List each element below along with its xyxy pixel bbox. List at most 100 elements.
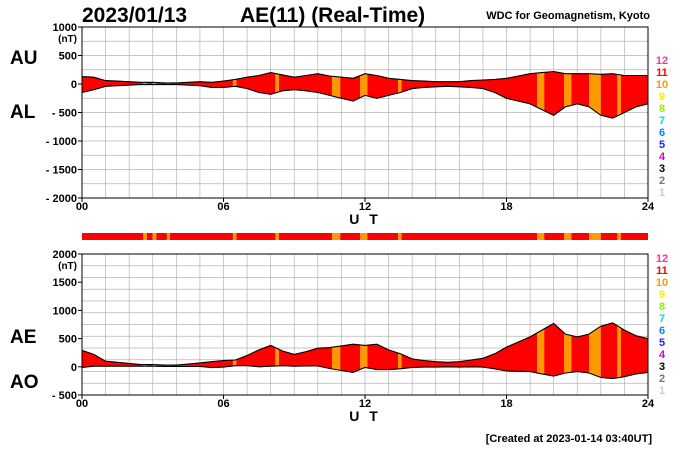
auau-upper-series-label: AU xyxy=(10,48,37,69)
auau-series-al-line xyxy=(81,84,649,119)
aeao-y-tick-label: 0 xyxy=(71,362,77,374)
auau-x-tick-label: 24 xyxy=(642,201,655,213)
auau-x-tick-label: 00 xyxy=(76,201,88,213)
legend-count-10: 10 xyxy=(656,79,668,91)
legend-count-12: 12 xyxy=(656,55,668,67)
station-count-segment xyxy=(589,233,601,240)
station-count-bar xyxy=(82,233,648,240)
legend-count-5: 5 xyxy=(659,337,665,349)
auau-y-tick-label: - 2000 xyxy=(46,193,77,205)
aeao-fill-segment xyxy=(331,346,341,371)
legend-count-10: 10 xyxy=(656,277,668,289)
data-source-label: WDC for Geomagnetism, Kyoto xyxy=(486,10,650,22)
legend-count-4: 4 xyxy=(659,349,666,361)
station-count-segment xyxy=(398,233,402,240)
legend-count-9: 9 xyxy=(659,289,665,301)
aeao-fill-segment xyxy=(617,325,621,378)
station-count-segment xyxy=(360,233,368,240)
auau-fill-segment xyxy=(146,82,153,85)
legend-count-2: 2 xyxy=(659,175,665,187)
aeao-fill-segment xyxy=(401,332,538,373)
aeao-fill-segment xyxy=(232,359,237,366)
auau-fill-segment xyxy=(275,73,279,93)
aeao-fill-segment xyxy=(340,344,361,373)
aeao-fill-segment xyxy=(275,347,279,367)
au-al-panel: 1000 500 0 - 500 - 1000 - 1500 - 2000 (nT) 00 06 1… xyxy=(10,22,655,227)
aeao-x-tick-label: 12 xyxy=(359,398,371,410)
aeao-fill-segment xyxy=(589,326,601,378)
aeao-x-tick-label: 06 xyxy=(217,398,229,410)
auau-y-tick-label: - 1500 xyxy=(46,165,77,177)
aeao-x-axis-label: U T xyxy=(349,408,381,424)
auau-lower-series-label: AL xyxy=(10,102,36,123)
station-count-segment xyxy=(537,233,545,240)
ae-ao-panel: 2000 1500 1000 500 0 - 500 (nT) 00 06 12 18 24 U T AE… xyxy=(10,249,655,424)
aeao-y-tick-label: 2000 xyxy=(53,249,77,261)
auau-y-tick-label: - 1000 xyxy=(46,136,77,148)
aeao-fill-segment xyxy=(360,344,368,370)
auau-fill-segment xyxy=(617,74,621,116)
station-count-segment xyxy=(617,233,621,240)
auau-unit-label: (nT) xyxy=(58,34,77,45)
station-count-segment xyxy=(600,233,618,240)
legend-count-8: 8 xyxy=(659,103,665,115)
station-count-segment xyxy=(236,233,276,240)
aeao-fill-segment xyxy=(169,360,233,368)
aeao-y-tick-label: 500 xyxy=(59,334,77,346)
station-count-segment xyxy=(331,233,341,240)
aeao-fill-segment xyxy=(278,347,332,369)
auau-fill-segment xyxy=(564,73,572,108)
auau-x-axis-label: U T xyxy=(349,211,381,227)
auau-fill-segment xyxy=(331,76,341,98)
aeao-fill-segment xyxy=(571,334,590,374)
auau-fill-segment xyxy=(401,73,538,108)
auau-x-tick-label: 18 xyxy=(500,201,512,213)
legend-count-2: 2 xyxy=(659,373,665,385)
station-count-segment xyxy=(275,233,279,240)
auau-fill-segment xyxy=(236,72,276,95)
aeao-x-tick-label: 00 xyxy=(76,398,88,410)
aeao-y-tick-label: 1000 xyxy=(53,305,77,317)
aeao-fill-segment xyxy=(537,328,545,375)
legend-count-1: 1 xyxy=(659,385,665,397)
legend-count-12: 12 xyxy=(656,253,668,265)
station-count-segment xyxy=(146,233,153,240)
aeao-lower-series-label: AO xyxy=(10,372,39,393)
station-count-segment xyxy=(620,233,648,240)
station-count-segment xyxy=(166,233,170,240)
aeao-x-tick-label: 18 xyxy=(500,398,512,410)
station-count-segment xyxy=(169,233,233,240)
aeao-y-tick-label: - 500 xyxy=(52,390,77,402)
aeao-fill-segment xyxy=(82,350,144,368)
auau-y-tick-label: - 500 xyxy=(52,108,77,120)
auau-y-tick-label: 1000 xyxy=(53,22,77,34)
created-timestamp: [Created at 2023-01-14 03:40UT] xyxy=(485,433,652,445)
auau-fill-segment xyxy=(571,73,590,107)
auau-fill-segment xyxy=(367,74,399,99)
aeao-fill-segment xyxy=(564,333,572,374)
legend-count-7: 7 xyxy=(659,313,665,325)
station-count-segment xyxy=(278,233,332,240)
auau-fill-segment xyxy=(169,79,233,88)
auau-fill-segment xyxy=(600,73,618,119)
auau-fill-segment xyxy=(620,74,648,115)
legend-count-3: 3 xyxy=(659,361,665,373)
station-count-segment xyxy=(564,233,572,240)
auau-x-tick-label: 06 xyxy=(217,201,229,213)
station-count-segment xyxy=(340,233,361,240)
legend-count-11: 11 xyxy=(656,67,668,79)
plot-date: 2023/01/13 xyxy=(82,4,188,27)
auau-y-tick-label: 0 xyxy=(71,79,77,91)
auau-fill-segment xyxy=(544,71,565,116)
station-count-segment xyxy=(156,233,167,240)
legend-count-1: 1 xyxy=(659,187,665,199)
auau-fill-segment xyxy=(340,75,361,101)
legend-count-3: 3 xyxy=(659,163,665,175)
auau-fill-segment xyxy=(278,73,332,96)
station-count-segment xyxy=(143,233,147,240)
station-count-segment xyxy=(571,233,590,240)
auau-fill-segment xyxy=(589,73,601,116)
